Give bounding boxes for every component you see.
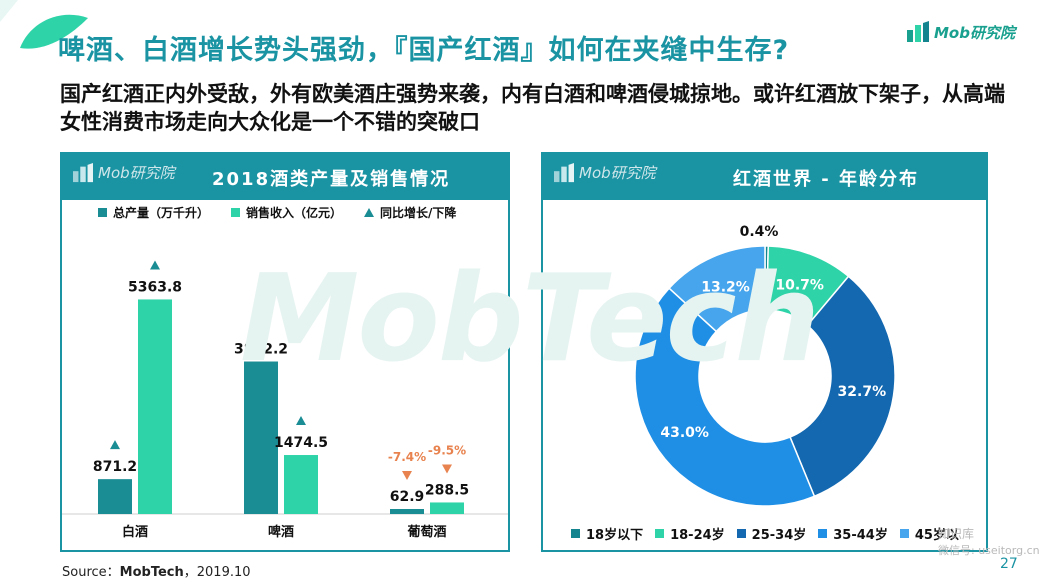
donut-chart: 0.4% 10.7% 32.7% 43.0% 13.2%: [634, 224, 896, 507]
production-sales-panel: Mob研究院 2018酒类产量及销售情况 总产量（万千升） 销售收入（亿元） 同…: [60, 152, 510, 552]
donut-slice: [668, 245, 766, 333]
triangle-up-icon: [150, 260, 160, 270]
corner-watermark: 知识库 微信号: useitorg.cn: [938, 525, 1040, 558]
source-note: Source：MobTech，2019.10: [62, 561, 251, 580]
slice-label: 13.2%: [701, 279, 750, 295]
legend-item: 18-24岁: [655, 524, 725, 543]
data-label: 3812.2: [234, 342, 288, 358]
legend-label: 销售收入（亿元）: [246, 206, 343, 220]
mobtech-watermark: MobTech: [240, 250, 820, 389]
mob-logo-icon: [73, 162, 93, 182]
chart-legend: 总产量（万千升） 销售收入（亿元） 同比增长/下降: [98, 204, 456, 221]
page-title: 啤酒、白酒增长势头强劲，『国产红酒』如何在夹缝中生存?: [58, 35, 790, 66]
legend-swatch: [571, 529, 580, 538]
legend-swatch: [655, 529, 665, 538]
category-label: 白酒: [122, 524, 148, 540]
mob-logo-icon: [907, 21, 929, 42]
data-label: 5363.8: [128, 279, 182, 295]
donut-slice: [789, 275, 896, 498]
subtitle: 国产红酒正内外受敌，外有欧美酒庄强势来袭，内有白酒和啤酒侵城掠地。或许红酒放下架…: [60, 82, 1005, 134]
legend-item-production: 总产量（万千升）: [98, 204, 209, 221]
triangle-up-icon: [110, 440, 120, 450]
bar: [430, 502, 464, 514]
legend-item: 45岁以: [899, 524, 959, 543]
panel-header: Mob研究院 红酒世界 - 年龄分布: [543, 154, 986, 200]
data-label: 288.5: [425, 482, 469, 498]
corner-watermark-line2: 微信号: useitorg.cn: [938, 544, 1040, 557]
legend-label: 45岁以: [914, 528, 959, 543]
source-name: MobTech: [119, 565, 184, 580]
bar: [244, 361, 278, 514]
panel-title: 红酒世界 - 年龄分布: [733, 169, 920, 190]
triangle-up-icon: [256, 322, 266, 332]
slice-label: 0.4%: [740, 224, 779, 240]
legend-label: 18岁以下: [586, 528, 644, 543]
corner-watermark-line1: 知识库: [938, 527, 975, 541]
legend-swatch: [98, 208, 107, 217]
panel-logo: Mob研究院: [553, 162, 656, 183]
bar: [98, 479, 132, 514]
bar-chart: 871.2 5363.8 白酒 3812.2 1474.5 啤酒 62.9 -7.4% 288.…: [62, 260, 508, 540]
legend-item: 25-34岁: [736, 524, 807, 543]
donut-slice: [634, 287, 816, 507]
source-label: Source：: [62, 565, 120, 580]
age-distribution-panel: Mob研究院 红酒世界 - 年龄分布 0.4% 10.7% 32.7% 43.0% 13…: [541, 152, 988, 552]
legend-swatch: [736, 529, 746, 538]
slice-label: 10.7%: [775, 277, 824, 293]
category-label: 葡萄酒: [406, 524, 446, 540]
legend-item-revenue: 销售收入（亿元）: [231, 204, 342, 221]
panel-logo: Mob研究院: [72, 162, 175, 183]
chart-legend: 18岁以下 18-24岁 25-34岁 35-44岁 45岁以: [571, 524, 959, 543]
legend-swatch: [231, 208, 241, 217]
source-date: ，2019.10: [183, 565, 251, 580]
triangle-down-icon: [442, 464, 452, 474]
yoy-label: -7.4%: [388, 450, 426, 464]
triangle-up-icon: [364, 208, 375, 217]
corner-decoration: [0, 0, 88, 49]
data-label: 871.2: [93, 459, 137, 475]
yoy-label: -9.5%: [428, 443, 466, 457]
data-label: 62.9: [390, 489, 425, 505]
legend-label: 18-24岁: [670, 528, 725, 543]
legend-item: 18岁以下: [571, 524, 643, 543]
triangle-down-icon: [402, 471, 412, 480]
brand-name: Mob研究院: [934, 23, 1015, 42]
slice-label: 43.0%: [660, 425, 709, 441]
bar: [138, 299, 172, 514]
triangle-up-icon: [296, 416, 306, 426]
legend-swatch: [818, 529, 828, 538]
slice-label: 32.7%: [838, 384, 887, 400]
legend-label: 25-34岁: [751, 528, 807, 543]
panel-logo-text: Mob研究院: [98, 164, 175, 182]
data-label: 1474.5: [274, 435, 328, 451]
panel-header: Mob研究院 2018酒类产量及销售情况: [62, 154, 508, 200]
category-label: 啤酒: [268, 524, 294, 540]
legend-swatch: [899, 529, 909, 538]
legend-item-yoy: 同比增长/下降: [364, 204, 456, 221]
page-number: 27: [1000, 556, 1018, 572]
bar: [284, 455, 318, 514]
bar: [390, 509, 424, 514]
legend-label: 总产量（万千升）: [113, 206, 210, 220]
brand-logo: Mob研究院: [906, 20, 1015, 44]
legend-item: 35-44岁: [818, 524, 888, 543]
panel-logo-text: Mob研究院: [579, 164, 656, 182]
legend-label: 35-44岁: [833, 528, 888, 543]
legend-label: 同比增长/下降: [380, 206, 457, 220]
panel-title: 2018酒类产量及销售情况: [212, 169, 451, 190]
mob-logo-icon: [554, 162, 574, 182]
